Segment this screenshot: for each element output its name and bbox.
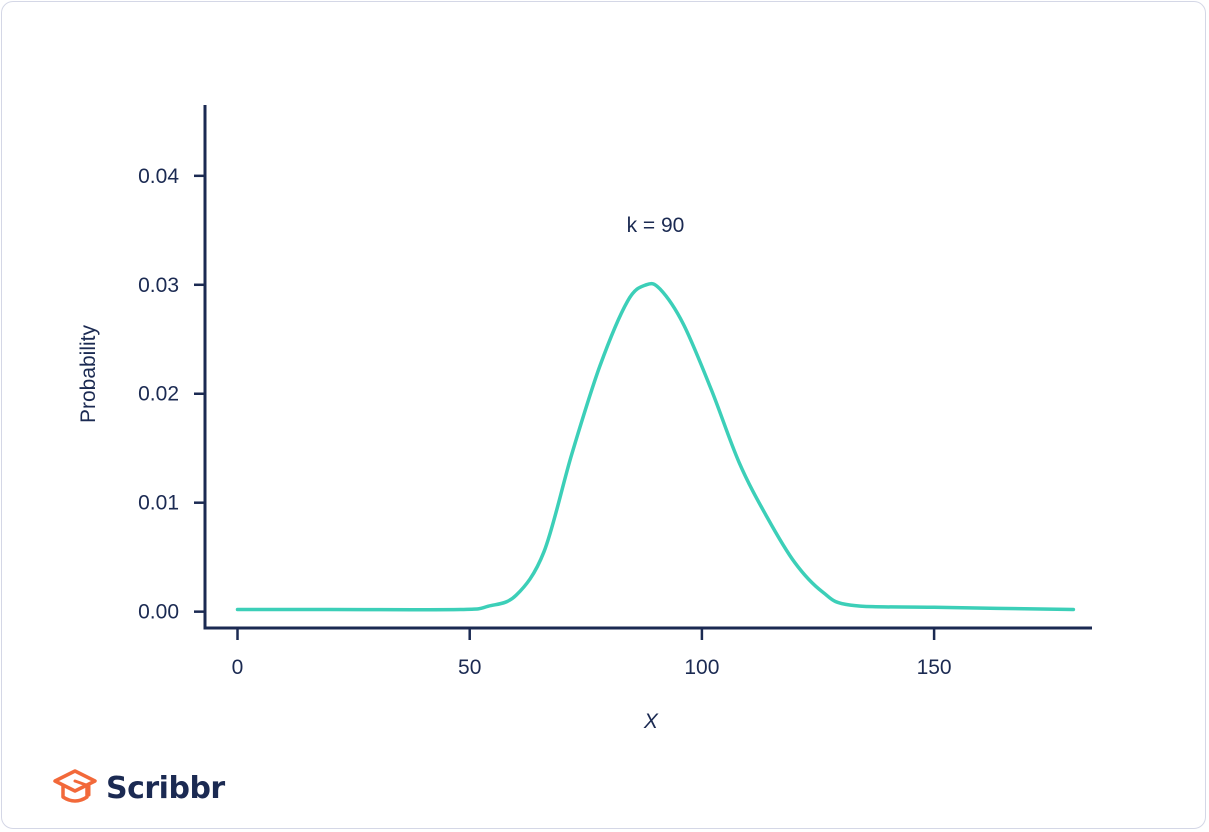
brand-name: Scribbr [106, 770, 225, 806]
x-tick-label: 100 [684, 656, 719, 679]
graduation-cap-icon [53, 769, 97, 803]
annotation-label: k = 90 [627, 214, 685, 237]
x-tick-label: 50 [458, 656, 481, 679]
y-axis-title: Probability [77, 324, 100, 423]
y-tick-label: 0.01 [138, 492, 179, 515]
y-tick-label: 0.02 [138, 383, 179, 406]
y-axis-ticks: 0.00 0.01 0.02 0.03 0.04 [138, 165, 205, 624]
x-tick-label: 150 [917, 656, 952, 679]
y-tick-label: 0.00 [138, 601, 179, 624]
y-tick-label: 0.04 [138, 165, 179, 188]
x-tick-label: 0 [232, 656, 244, 679]
brand-logo: Scribbr [52, 766, 225, 810]
x-axis-title: X [643, 710, 659, 733]
y-tick-label: 0.03 [138, 274, 179, 297]
x-axis-ticks: 0 50 100 150 [232, 628, 952, 679]
distribution-curve [235, 281, 1076, 612]
